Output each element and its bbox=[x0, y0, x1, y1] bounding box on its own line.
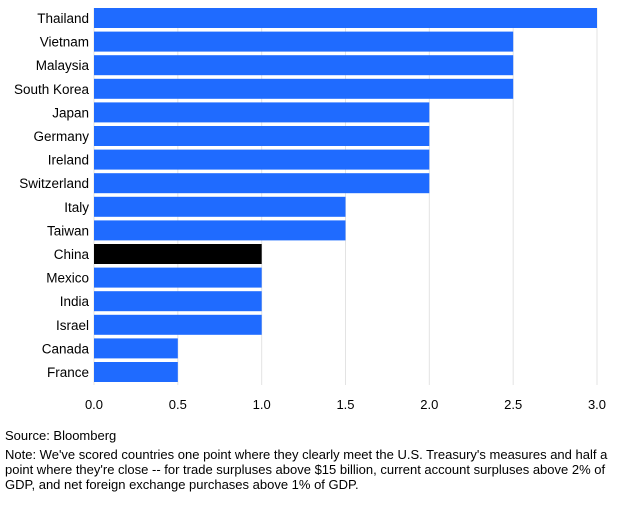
bar-france bbox=[94, 362, 178, 382]
category-label-canada: Canada bbox=[42, 341, 90, 356]
x-tick-label: 1.0 bbox=[253, 397, 271, 412]
category-label-south-korea: South Korea bbox=[14, 82, 90, 97]
bar-japan bbox=[94, 102, 430, 123]
bars bbox=[94, 8, 597, 382]
x-tick-label: 1.5 bbox=[336, 397, 354, 412]
category-label-germany: Germany bbox=[33, 129, 89, 144]
bar-vietnam bbox=[94, 31, 514, 52]
x-tick-label: 0.5 bbox=[169, 397, 187, 412]
x-tick-label: 2.0 bbox=[420, 397, 438, 412]
bar-thailand bbox=[94, 8, 597, 28]
category-label-vietnam: Vietnam bbox=[40, 35, 89, 50]
bar-ireland bbox=[94, 149, 430, 170]
bar-chart: Thailand Vietnam Malaysia South Korea Japan G… bbox=[14, 8, 606, 412]
bar-italy bbox=[94, 196, 346, 217]
category-label-japan: Japan bbox=[52, 105, 89, 120]
bar-india bbox=[94, 291, 262, 312]
category-label-italy: Italy bbox=[64, 200, 89, 215]
bar-mexico bbox=[94, 267, 262, 288]
category-label-ireland: Ireland bbox=[48, 153, 89, 168]
x-axis-ticks: 0.0 0.5 1.0 1.5 2.0 2.5 3.0 bbox=[85, 397, 606, 412]
category-label-mexico: Mexico bbox=[46, 271, 89, 286]
category-label-china: China bbox=[54, 247, 90, 262]
category-label-malaysia: Malaysia bbox=[36, 58, 90, 73]
source-note: Source: Bloomberg bbox=[5, 428, 117, 443]
bar-canada bbox=[94, 338, 178, 359]
x-tick-label: 0.0 bbox=[85, 397, 103, 412]
bar-israel bbox=[94, 314, 262, 335]
category-label-taiwan: Taiwan bbox=[47, 223, 89, 238]
x-tick-label: 2.5 bbox=[504, 397, 522, 412]
x-tick-label: 3.0 bbox=[588, 397, 606, 412]
category-label-india: India bbox=[60, 294, 90, 309]
methodology-note: Note: We've scored countries one point w… bbox=[5, 447, 608, 492]
bar-malaysia bbox=[94, 55, 514, 76]
bar-china bbox=[94, 244, 262, 264]
bar-south-korea bbox=[94, 78, 514, 99]
category-label-france: France bbox=[47, 365, 89, 380]
category-label-thailand: Thailand bbox=[37, 11, 89, 26]
bar-taiwan bbox=[94, 220, 346, 241]
bar-switzerland bbox=[94, 173, 430, 194]
category-label-israel: Israel bbox=[56, 318, 89, 333]
category-labels: Thailand Vietnam Malaysia South Korea Japan G… bbox=[14, 11, 90, 380]
bar-germany bbox=[94, 126, 430, 146]
category-label-switzerland: Switzerland bbox=[19, 176, 89, 191]
